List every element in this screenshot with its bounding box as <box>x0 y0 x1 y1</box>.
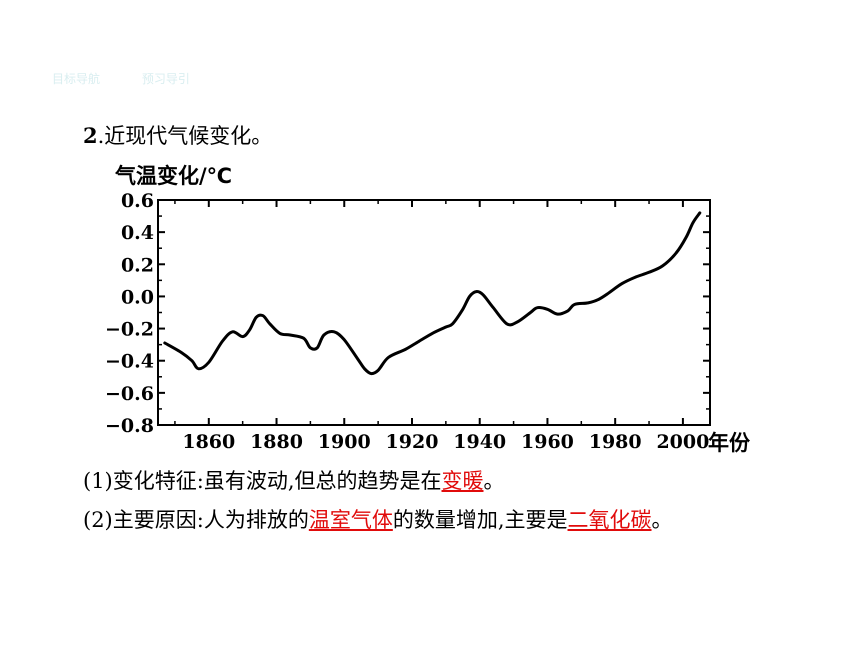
tab-target-guide[interactable]: 目标导航 <box>52 72 101 86</box>
x-tick-label: 2000 <box>656 431 709 453</box>
cause-mid: 的数量增加,主要是 <box>392 508 568 532</box>
x-tick-label: 1860 <box>182 431 235 453</box>
temperature-series-line <box>163 211 702 376</box>
feature-line: (1)变化特征:虽有波动,但总的趋势是在变暖。 <box>83 467 505 495</box>
cause-text: (2)主要原因:人为排放的 <box>83 508 309 532</box>
y-tick-label: 0.2 <box>121 254 154 276</box>
y-tick-label: −0.2 <box>105 319 154 341</box>
top-nav: 目标导航 预习导引 <box>52 70 228 87</box>
tab-preview-guide[interactable]: 预习导引 <box>141 72 190 86</box>
y-tick-label: −0.4 <box>105 351 154 373</box>
y-tick-label: −0.8 <box>105 415 154 437</box>
section-heading: 2.近现代气候变化。 <box>83 122 272 150</box>
x-tick-label: 1920 <box>386 431 439 453</box>
feature-text: (1)变化特征:虽有波动,但总的趋势是在 <box>83 469 442 493</box>
x-tick-label: 1960 <box>521 431 574 453</box>
y-tick-label: −0.6 <box>105 383 154 405</box>
answer-co2: 二氧化碳 <box>567 508 652 532</box>
feature-end: 。 <box>483 469 505 493</box>
y-tick-label: 0.0 <box>121 286 154 308</box>
x-tick-label: 1900 <box>318 431 371 453</box>
heading-number: 2 <box>83 123 98 148</box>
heading-text: .近现代气候变化。 <box>97 124 273 148</box>
y-axis-title: 气温变化/℃ <box>114 164 232 188</box>
plot-frame <box>157 199 711 426</box>
x-tick-label: 1940 <box>453 431 506 453</box>
cause-end: 。 <box>651 508 673 532</box>
cause-line: (2)主要原因:人为排放的温室气体的数量增加,主要是二氧化碳。 <box>83 506 673 534</box>
answer-greenhouse-gas: 温室气体 <box>308 508 393 532</box>
answer-warming: 变暖 <box>441 469 484 493</box>
x-axis-title: 年份 <box>708 431 751 455</box>
x-tick-label: 1880 <box>250 431 303 453</box>
y-tick-label: 0.6 <box>121 190 154 212</box>
x-tick-label: 1980 <box>589 431 642 453</box>
y-tick-label: 0.4 <box>121 222 154 244</box>
